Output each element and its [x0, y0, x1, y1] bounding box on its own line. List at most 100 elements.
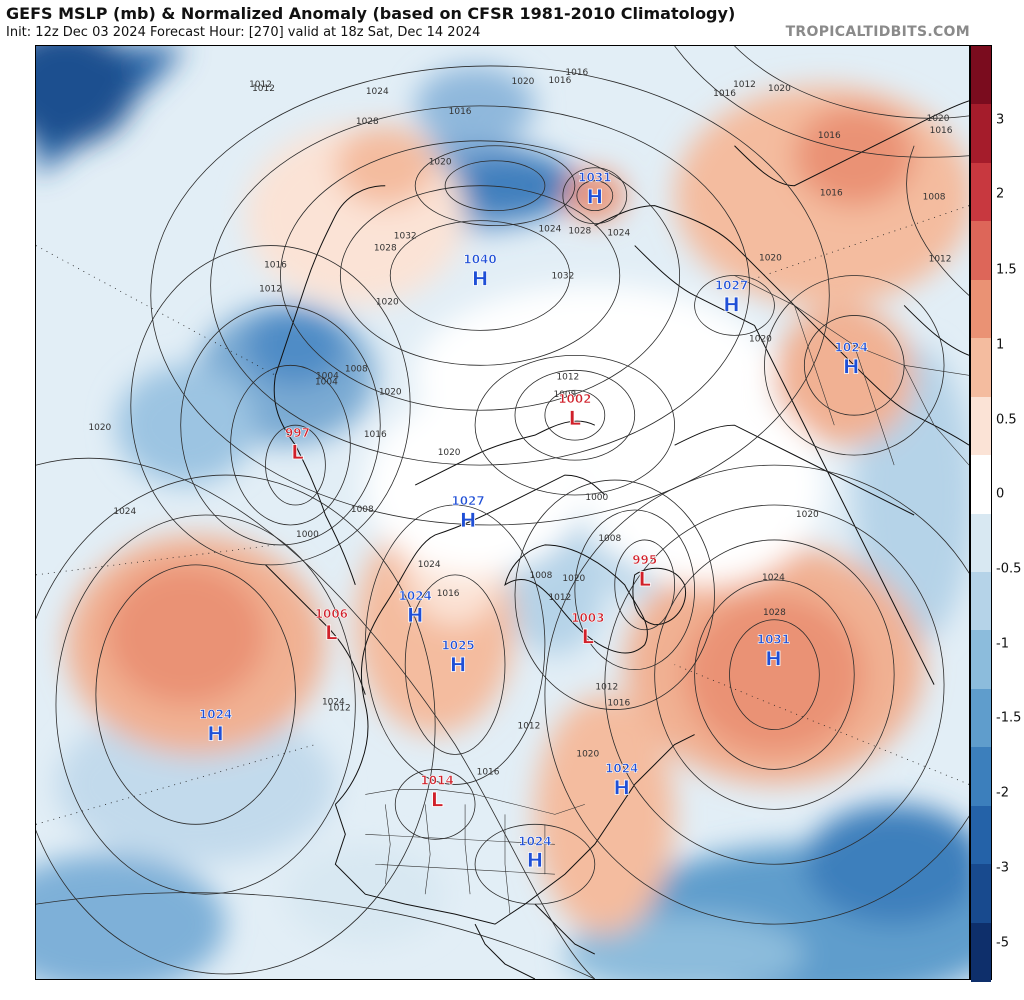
isobar-label: 1024	[366, 87, 389, 97]
colorbar-tick-label: -2	[996, 785, 1009, 801]
isobar-label: 1020	[796, 510, 819, 520]
isobar-label: 1028	[356, 117, 379, 127]
isobar-label: 1024	[607, 229, 630, 239]
colorbar	[970, 45, 992, 982]
colorbar-tick-label: -1.5	[996, 710, 1022, 726]
pressure-value: 1027	[451, 494, 484, 508]
colorbar-segment	[971, 630, 991, 690]
pressure-symbol: H	[207, 722, 224, 746]
pressure-value: 1031	[757, 633, 790, 647]
isobar-label: 1020	[88, 423, 111, 433]
pressure-symbol: L	[581, 625, 594, 649]
pressure-value: 1014	[420, 773, 453, 787]
colorbar-segment	[971, 455, 991, 514]
graticule	[36, 205, 969, 825]
colorbar-segment	[971, 922, 991, 982]
chart-title: GEFS MSLP (mb) & Normalized Anomaly (bas…	[6, 4, 736, 23]
pressure-value: 997	[285, 426, 310, 440]
isobar-label: 1020	[376, 297, 399, 307]
pressure-symbol: H	[472, 266, 489, 290]
isobar-label: 1012	[259, 284, 282, 294]
isobar-label: 1000	[585, 493, 608, 503]
isobar-label: 1012	[249, 80, 272, 90]
chart-subtitle: Init: 12z Dec 03 2024 Forecast Hour: [27…	[6, 25, 481, 40]
isobar-label: 1020	[576, 749, 599, 759]
pressure-symbol: L	[638, 567, 651, 591]
pressure-value: 1002	[558, 392, 591, 406]
isobar-label: 1008	[530, 571, 553, 581]
isobar-label: 1012	[733, 80, 756, 90]
pressure-symbol: H	[407, 603, 424, 627]
isobar-label: 1024	[322, 698, 345, 708]
colorbar-segment	[971, 104, 991, 164]
isobar-label: 1008	[923, 193, 946, 203]
pressure-value: 995	[632, 553, 657, 567]
isobar-label: 1016	[437, 589, 460, 599]
isobar-label: 1020	[562, 574, 585, 584]
isobar-label: 1008	[345, 364, 368, 374]
isobar-label: 1012	[556, 372, 579, 382]
colorbar-tick-label: -0.5	[996, 561, 1022, 577]
isobar-label: 1016	[818, 131, 841, 141]
isobar-label: 1016	[607, 699, 630, 709]
pressure-value: 1003	[571, 611, 604, 625]
map-panel[interactable]: 1012 1024 1028 1016 1020 1020 1032 1024 1028 1016…	[35, 45, 970, 980]
pressure-value: 1024	[399, 589, 432, 603]
coastlines	[265, 100, 969, 979]
colorbar-segment	[971, 279, 991, 339]
pressure-value: 1024	[835, 340, 868, 354]
isobar-label: 1012	[328, 704, 351, 714]
pressure-value: 1027	[715, 278, 748, 292]
isobars	[36, 46, 969, 979]
boundaries	[365, 275, 969, 915]
colorbar-segment	[971, 864, 991, 924]
colorbar-segment	[971, 46, 991, 105]
pressure-symbol: H	[527, 848, 544, 872]
pressure-value: 1025	[441, 639, 474, 653]
pressure-centers: 1040H1031H1027H1024H1027H1024H1025H1024H…	[199, 170, 869, 873]
pressure-value: 1031	[578, 171, 611, 185]
isobar-label: 1024	[113, 507, 136, 517]
colorbar-tick-label: 2	[996, 186, 1005, 202]
isobar-label: 1028	[568, 227, 591, 237]
isobar-label: 1012	[595, 683, 618, 693]
isobar-label: 1024	[762, 573, 785, 583]
isobar-label: 1020	[438, 448, 461, 458]
isobar-label: 1032	[551, 272, 574, 282]
pressure-value: 1024	[199, 708, 232, 722]
isobar-label: 1004	[316, 371, 339, 381]
colorbar-tick-label: 3	[996, 112, 1005, 128]
isobar-label: 1012	[929, 255, 952, 265]
colorbar-segment	[971, 396, 991, 456]
colorbar-tick-label: 1.5	[996, 262, 1017, 278]
pressure-symbol: H	[460, 508, 477, 532]
colorbar-tick-label: 1	[996, 337, 1005, 353]
colorbar-tick-label: 0.5	[996, 412, 1017, 428]
colorbar-segment	[971, 805, 991, 865]
isobar-label: 1028	[763, 608, 786, 618]
colorbar-tick-label: -5	[996, 935, 1009, 951]
colorbar-tick-label: -3	[996, 860, 1009, 876]
colorbar-segment	[971, 688, 991, 748]
isobar-label: 1020	[759, 254, 782, 264]
pressure-value: 1024	[518, 834, 551, 848]
colorbar-segment	[971, 571, 991, 631]
isobar-label: 1008	[598, 534, 621, 544]
isobar-label: 1016	[264, 261, 287, 271]
isobar-label: 1016	[548, 76, 571, 86]
